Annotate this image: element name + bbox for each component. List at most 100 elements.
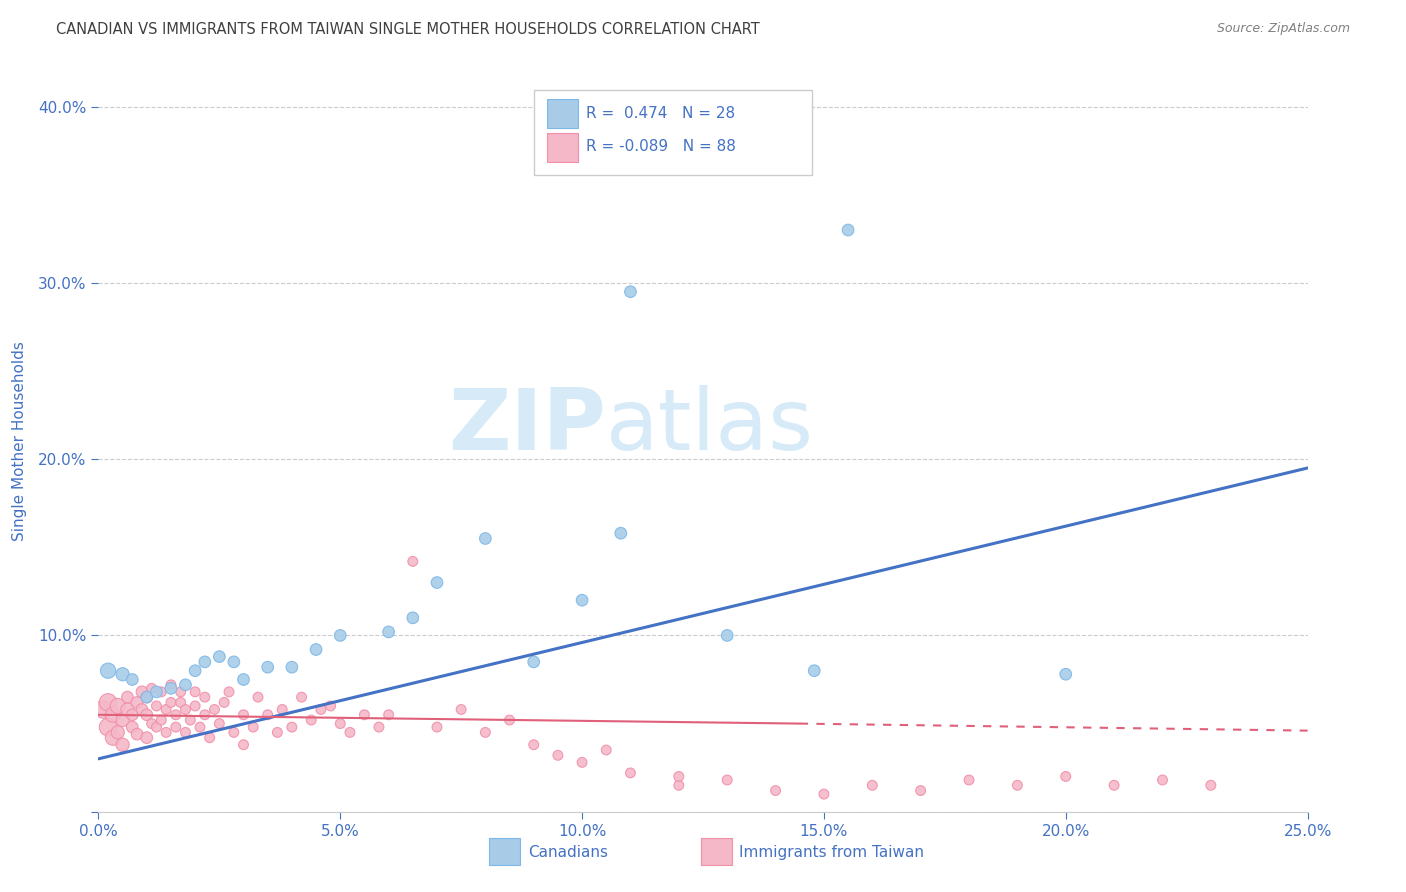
- Point: [474, 532, 496, 546]
- Point: [329, 628, 352, 642]
- Point: [97, 664, 120, 678]
- Y-axis label: Single Mother Households: Single Mother Households: [13, 342, 27, 541]
- Point: [160, 678, 183, 692]
- Point: [222, 725, 245, 739]
- Point: [145, 698, 167, 713]
- Point: [716, 628, 738, 642]
- Point: [402, 611, 425, 625]
- Point: [141, 681, 163, 696]
- Point: [910, 783, 932, 797]
- Text: CANADIAN VS IMMIGRANTS FROM TAIWAN SINGLE MOTHER HOUSEHOLDS CORRELATION CHART: CANADIAN VS IMMIGRANTS FROM TAIWAN SINGL…: [56, 22, 761, 37]
- Point: [135, 690, 157, 705]
- Point: [160, 681, 183, 696]
- FancyBboxPatch shape: [547, 133, 578, 161]
- Point: [368, 720, 391, 734]
- Point: [121, 707, 143, 722]
- Text: Source: ZipAtlas.com: Source: ZipAtlas.com: [1216, 22, 1350, 36]
- Point: [860, 778, 883, 792]
- Point: [247, 690, 270, 705]
- Point: [305, 642, 328, 657]
- Point: [155, 702, 177, 716]
- Point: [111, 713, 134, 727]
- Point: [174, 725, 197, 739]
- Point: [309, 702, 332, 716]
- Point: [319, 698, 342, 713]
- Point: [184, 664, 207, 678]
- Point: [595, 743, 617, 757]
- Text: Immigrants from Taiwan: Immigrants from Taiwan: [740, 845, 924, 860]
- Point: [837, 223, 859, 237]
- FancyBboxPatch shape: [700, 838, 733, 865]
- Point: [1054, 769, 1077, 783]
- Point: [194, 707, 217, 722]
- Point: [204, 702, 226, 716]
- Point: [1007, 778, 1029, 792]
- Point: [222, 655, 245, 669]
- Point: [271, 702, 294, 716]
- Point: [111, 738, 134, 752]
- Point: [266, 725, 288, 739]
- Point: [329, 716, 352, 731]
- Point: [150, 685, 173, 699]
- Point: [299, 713, 322, 727]
- FancyBboxPatch shape: [547, 100, 578, 128]
- Text: atlas: atlas: [606, 385, 814, 468]
- Point: [208, 649, 231, 664]
- Point: [101, 731, 124, 745]
- Point: [145, 685, 167, 699]
- Point: [145, 720, 167, 734]
- FancyBboxPatch shape: [489, 838, 520, 865]
- Point: [188, 720, 211, 734]
- Point: [121, 673, 143, 687]
- Point: [160, 695, 183, 709]
- Point: [353, 707, 375, 722]
- Point: [155, 725, 177, 739]
- Point: [232, 707, 254, 722]
- FancyBboxPatch shape: [534, 90, 811, 175]
- Point: [232, 738, 254, 752]
- Point: [169, 695, 191, 709]
- Point: [218, 685, 240, 699]
- Point: [165, 720, 187, 734]
- Point: [256, 707, 278, 722]
- Point: [402, 554, 425, 568]
- Point: [101, 707, 124, 722]
- Point: [135, 690, 157, 705]
- Point: [474, 725, 496, 739]
- Point: [571, 756, 593, 770]
- Point: [97, 720, 120, 734]
- Point: [450, 702, 472, 716]
- Point: [377, 707, 399, 722]
- Point: [107, 725, 129, 739]
- Point: [150, 713, 173, 727]
- Point: [232, 673, 254, 687]
- Point: [571, 593, 593, 607]
- Point: [179, 713, 201, 727]
- Point: [765, 783, 787, 797]
- Point: [1152, 772, 1174, 787]
- Point: [184, 698, 207, 713]
- Point: [426, 575, 449, 590]
- Point: [131, 685, 153, 699]
- Text: ZIP: ZIP: [449, 385, 606, 468]
- Point: [619, 766, 641, 780]
- Point: [242, 720, 264, 734]
- Text: Canadians: Canadians: [527, 845, 607, 860]
- Point: [377, 624, 399, 639]
- Point: [91, 702, 114, 716]
- Point: [165, 707, 187, 722]
- Point: [610, 526, 633, 541]
- Point: [523, 655, 546, 669]
- Text: R = -0.089   N = 88: R = -0.089 N = 88: [586, 139, 735, 154]
- Point: [127, 695, 149, 709]
- Point: [174, 678, 197, 692]
- Point: [97, 695, 120, 709]
- Point: [668, 769, 690, 783]
- Point: [169, 685, 191, 699]
- Point: [121, 720, 143, 734]
- Point: [107, 698, 129, 713]
- Point: [174, 702, 197, 716]
- Point: [111, 667, 134, 681]
- Point: [290, 690, 312, 705]
- Point: [957, 772, 980, 787]
